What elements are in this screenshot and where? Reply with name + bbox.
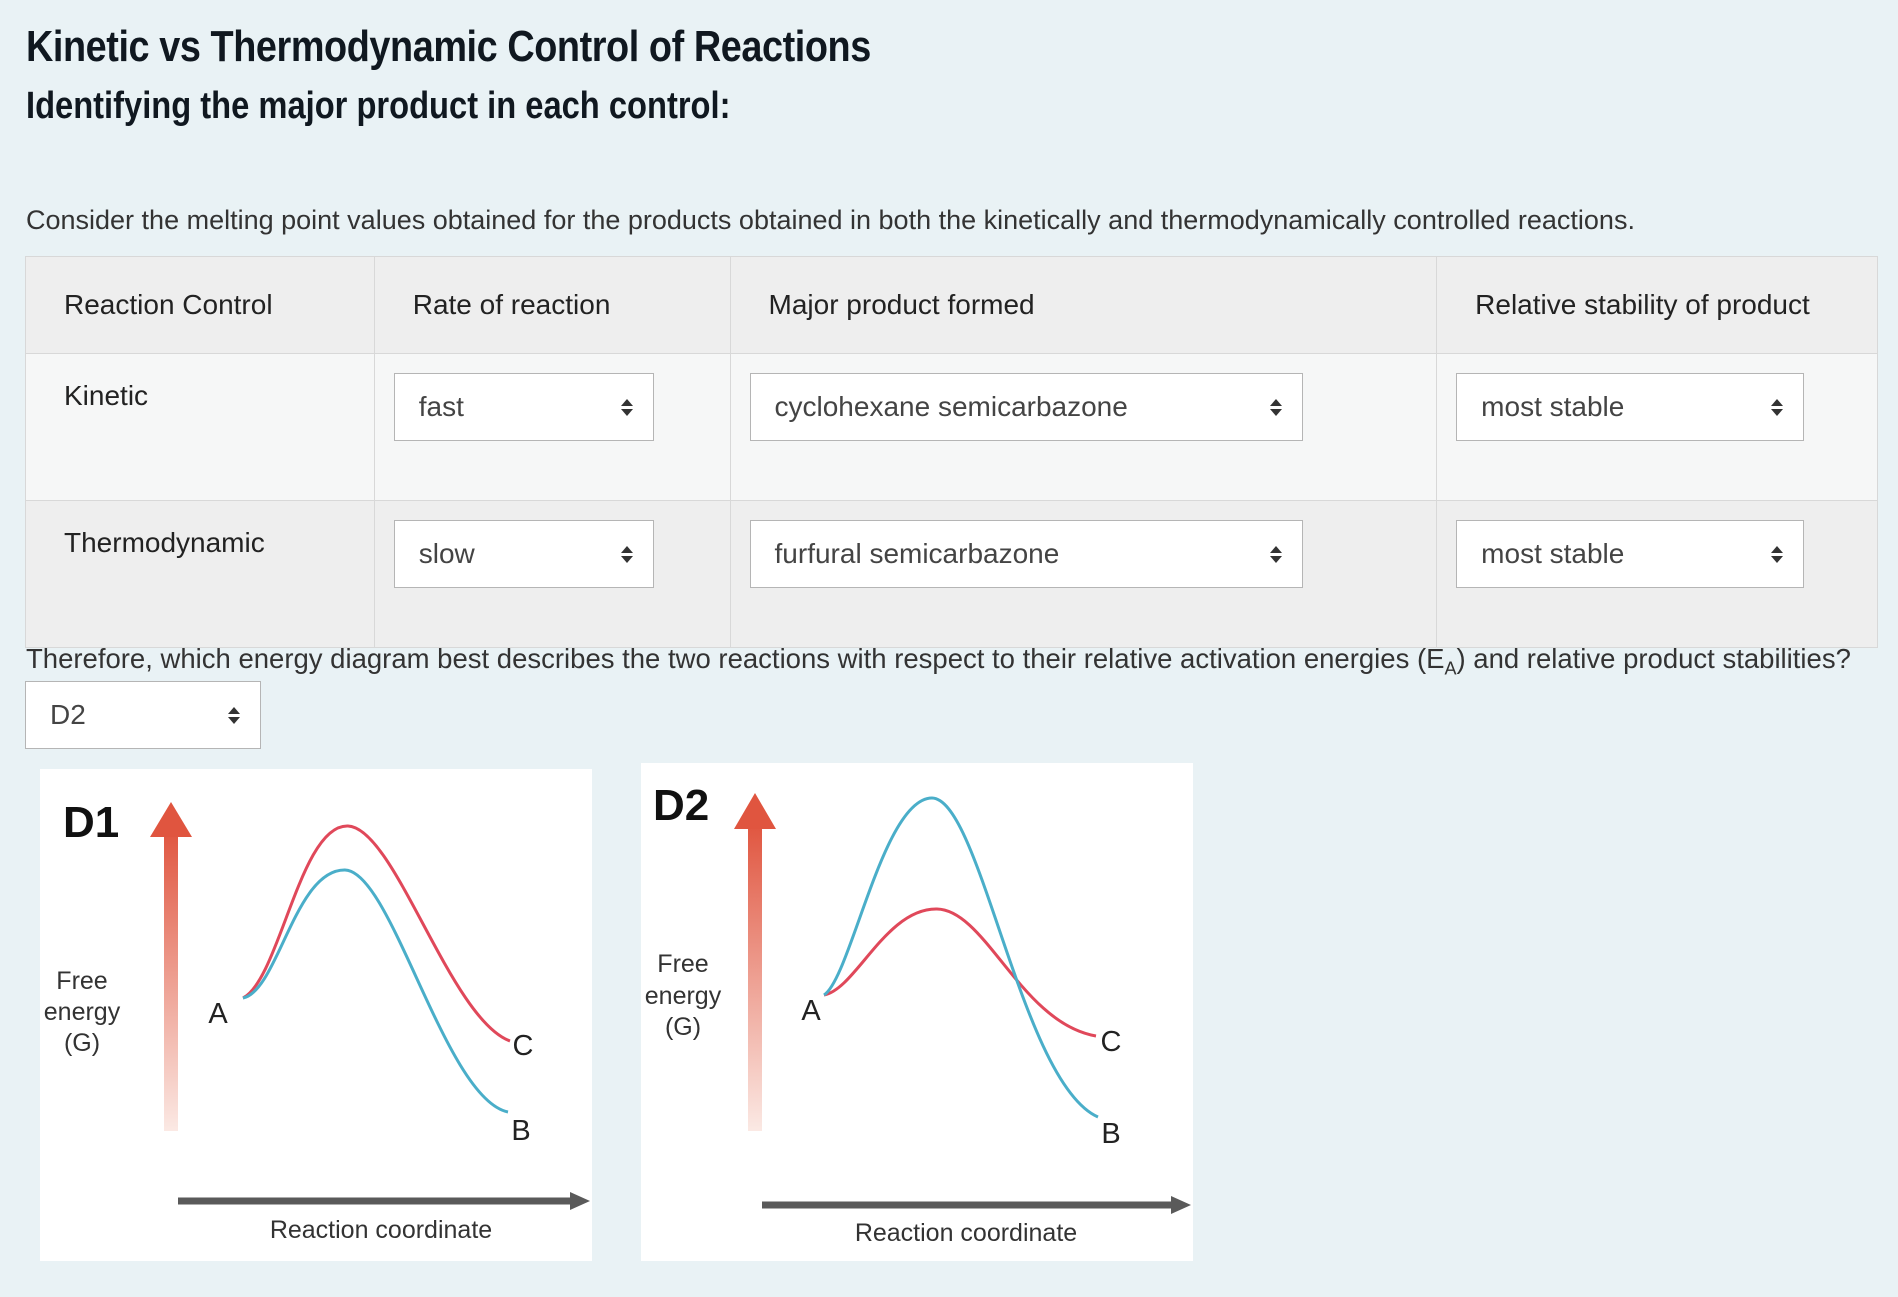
point-b-label: B <box>1101 1118 1120 1150</box>
select-arrows-icon <box>1269 545 1282 563</box>
red-curve <box>823 907 1097 1038</box>
kinetic-stability-select[interactable]: most stable <box>1456 373 1805 441</box>
select-arrows-icon <box>228 706 240 724</box>
x-axis-arrowhead <box>570 1192 590 1210</box>
y-axis-arrow <box>748 823 762 1131</box>
thermo-stability-select[interactable]: most stable <box>1456 520 1805 588</box>
row-label-kinetic: Kinetic <box>25 353 375 501</box>
diagram-label: D2 <box>653 781 709 830</box>
select-value: D2 <box>50 699 86 730</box>
point-b-label: B <box>511 1115 530 1147</box>
energy-diagram-d1[interactable]: D1 Free energy (G) A C B Reaction coordi… <box>40 769 592 1261</box>
ylabel: (G) <box>64 1029 100 1057</box>
ylabel: energy <box>44 998 121 1026</box>
select-arrows-icon <box>620 545 633 563</box>
question-text: Therefore, which energy diagram best des… <box>26 643 1851 679</box>
select-arrows-icon <box>1771 398 1784 416</box>
table-row: Kinetic fast cyclohexane semicarbazone m… <box>25 353 1878 501</box>
select-value: slow <box>418 538 475 569</box>
point-c-label: C <box>1101 1026 1122 1058</box>
select-arrows-icon <box>620 398 633 416</box>
kinetic-rate-select[interactable]: fast <box>393 373 654 441</box>
xlabel: Reaction coordinate <box>270 1216 492 1244</box>
blue-curve <box>823 796 1099 1119</box>
ylabel: Free <box>657 950 708 978</box>
select-value: most stable <box>1481 391 1625 422</box>
select-value: furfural semicarbazone <box>774 538 1060 569</box>
header-reaction-control: Reaction Control <box>25 256 375 354</box>
y-axis-arrowhead <box>150 802 192 837</box>
diagram-d2-svg: D2 Free energy (G) A C B Reaction coordi… <box>645 781 1191 1247</box>
y-axis-arrow <box>164 829 178 1131</box>
point-a-label: A <box>208 998 228 1030</box>
page-subtitle: Identifying the major product in each co… <box>26 85 731 127</box>
select-arrows-icon <box>1269 398 1282 416</box>
row-label-thermodynamic: Thermodynamic <box>25 500 375 648</box>
blue-curve <box>242 868 509 1114</box>
select-value: fast <box>418 391 464 422</box>
ylabel: Free <box>56 967 107 995</box>
xlabel: Reaction coordinate <box>855 1219 1077 1247</box>
energy-diagram-d2[interactable]: D2 Free energy (G) A C B Reaction coordi… <box>641 763 1193 1261</box>
red-curve <box>242 824 511 1043</box>
diagram-d1-svg: D1 Free energy (G) A C B Reaction coordi… <box>44 798 590 1244</box>
point-a-label: A <box>801 995 821 1027</box>
y-axis-arrowhead <box>734 793 776 829</box>
thermo-rate-select[interactable]: slow <box>393 520 654 588</box>
select-arrows-icon <box>1771 545 1784 563</box>
point-c-label: C <box>513 1030 534 1062</box>
select-value: most stable <box>1481 538 1625 569</box>
reaction-control-table: Reaction Control Rate of reaction Major … <box>25 256 1878 648</box>
intro-text: Consider the melting point values obtain… <box>26 205 1635 235</box>
header-rate: Rate of reaction <box>373 256 731 354</box>
header-product: Major product formed <box>729 256 1438 354</box>
thermo-product-select[interactable]: furfural semicarbazone <box>749 520 1303 588</box>
diagram-label: D1 <box>63 798 119 847</box>
ylabel: (G) <box>665 1013 701 1041</box>
diagram-answer-select[interactable]: D2 <box>25 681 261 749</box>
kinetic-product-select[interactable]: cyclohexane semicarbazone <box>749 373 1303 441</box>
table-row: Thermodynamic slow furfural semicarbazon… <box>25 500 1878 648</box>
page-title: Kinetic vs Thermodynamic Control of Reac… <box>26 22 871 71</box>
select-value: cyclohexane semicarbazone <box>774 391 1128 422</box>
header-stability: Relative stability of product <box>1436 256 1878 354</box>
x-axis-arrowhead <box>1171 1196 1191 1214</box>
ylabel: energy <box>645 982 722 1010</box>
